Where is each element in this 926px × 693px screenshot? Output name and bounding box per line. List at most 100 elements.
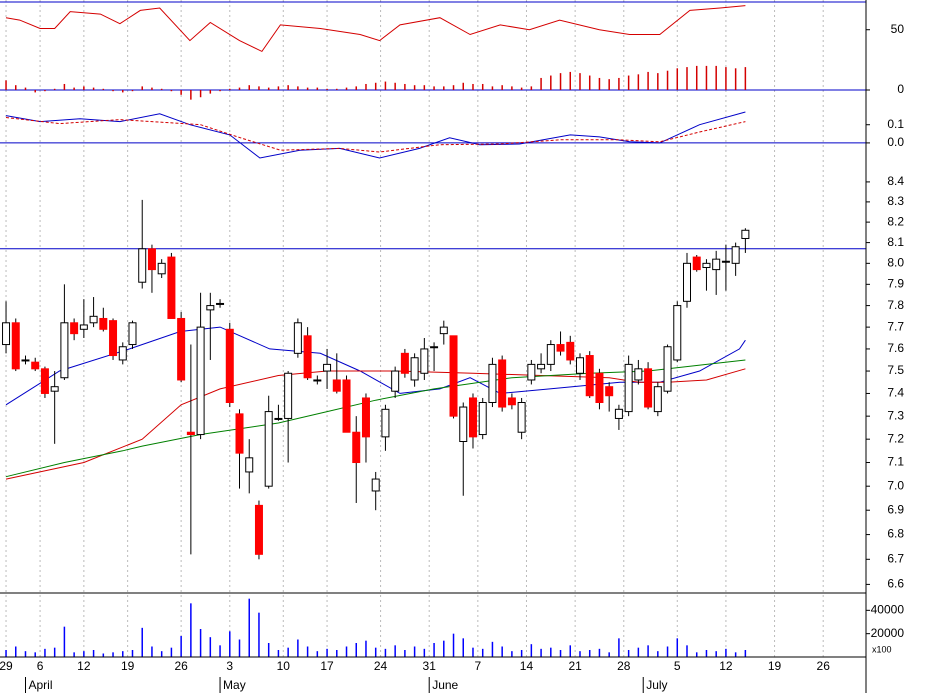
candle-body <box>40 368 49 394</box>
candle-body <box>293 322 302 354</box>
month-label: June <box>432 678 458 692</box>
candle-body <box>410 357 419 381</box>
x-tick-label: 31 <box>423 659 437 673</box>
x-tick-label: 26 <box>817 659 831 673</box>
candle-body <box>196 326 205 436</box>
candle-body <box>673 305 682 361</box>
candle-body <box>430 346 439 349</box>
candle-body <box>614 408 623 419</box>
candle-body <box>50 386 59 392</box>
candle-body <box>342 379 351 433</box>
candle-body <box>216 302 225 305</box>
candle-body <box>118 346 127 361</box>
candle-body <box>60 322 69 379</box>
x-tick-label: 24 <box>374 659 388 673</box>
y-tick-label: 20000 <box>871 626 905 640</box>
x-tick-label: 12 <box>719 659 733 673</box>
candle-body <box>352 431 361 464</box>
y-tick-label: 0 <box>897 82 904 96</box>
y-tick-label: 40000 <box>871 603 905 617</box>
indicator-line <box>5 117 746 153</box>
candle-body <box>254 504 263 555</box>
x-tick-label: 21 <box>568 659 582 673</box>
candle-body <box>303 335 312 379</box>
x-tick-label: 29 <box>0 659 13 673</box>
x-tick-label: 5 <box>674 659 681 673</box>
candle-body <box>634 368 643 381</box>
candle-body <box>468 397 477 438</box>
candle-body <box>138 248 147 283</box>
candle-body <box>663 346 672 392</box>
x-tick-label: 10 <box>277 659 291 673</box>
candle-body <box>284 372 293 419</box>
candle-body <box>439 326 448 335</box>
candle-body <box>449 335 458 417</box>
y-tick-label: 7.5 <box>887 363 904 377</box>
candle-body <box>31 361 40 370</box>
candle-body <box>585 355 594 397</box>
candle-body <box>245 457 254 473</box>
candle-body <box>225 328 234 403</box>
y-tick-label: 8.1 <box>887 235 904 249</box>
y-tick-label: 8.4 <box>887 174 904 188</box>
candle-body <box>361 397 370 438</box>
y-tick-label: 6.7 <box>887 551 904 565</box>
x-tick-label: 12 <box>77 659 91 673</box>
candle-body <box>274 417 283 420</box>
candle-body <box>731 246 740 264</box>
candle-body <box>517 401 526 433</box>
x-tick-label: 14 <box>520 659 534 673</box>
candle-body <box>605 386 614 397</box>
y-tick-label: 6.8 <box>887 527 904 541</box>
candle-body <box>644 368 653 408</box>
candle-body <box>177 317 186 381</box>
unit-label: x100 <box>872 644 892 654</box>
x-tick-label: 17 <box>320 659 334 673</box>
candle-body <box>332 379 341 392</box>
y-tick-label: 7.1 <box>887 455 904 469</box>
candle-body <box>575 357 584 374</box>
candle-body <box>391 370 400 392</box>
candle-body <box>721 260 730 263</box>
y-tick-label: 8.2 <box>887 214 904 228</box>
candle-body <box>381 408 390 438</box>
candle-body <box>653 386 662 413</box>
y-tick-label: 7.8 <box>887 298 904 312</box>
indicator-line <box>5 111 746 159</box>
indicator-line <box>5 5 746 53</box>
x-tick-label: 26 <box>174 659 188 673</box>
candle-body <box>702 262 711 269</box>
candle-body <box>459 406 468 442</box>
candle-body <box>99 317 108 330</box>
candle-body <box>478 401 487 436</box>
x-tick-label: 7 <box>475 659 482 673</box>
y-tick-label: 7.3 <box>887 408 904 422</box>
candle-body <box>147 248 156 271</box>
candle-body <box>11 322 20 370</box>
x-tick-label: 19 <box>121 659 135 673</box>
candle-body <box>692 256 701 271</box>
candle-body <box>507 397 516 406</box>
candle-body <box>79 324 88 330</box>
x-tick-label: 19 <box>768 659 782 673</box>
candle-body <box>323 363 332 372</box>
candle-body <box>498 359 507 408</box>
month-label: April <box>28 678 52 692</box>
candle-body <box>741 229 750 239</box>
candle-body <box>556 344 565 352</box>
candle-body <box>371 478 380 492</box>
y-tick-label: 6.9 <box>887 502 904 516</box>
month-label: July <box>646 678 667 692</box>
y-tick-label: 8.3 <box>887 194 904 208</box>
month-label: May <box>223 678 246 692</box>
candle-body <box>21 359 30 362</box>
candle-body <box>206 305 215 311</box>
candle-body <box>109 320 118 357</box>
y-tick-label: 8.0 <box>887 256 904 270</box>
candle-body <box>264 411 273 487</box>
indicator-line <box>5 368 746 480</box>
candle-body <box>488 363 497 403</box>
x-tick-label: 28 <box>617 659 631 673</box>
y-tick-label: 7.2 <box>887 431 904 445</box>
